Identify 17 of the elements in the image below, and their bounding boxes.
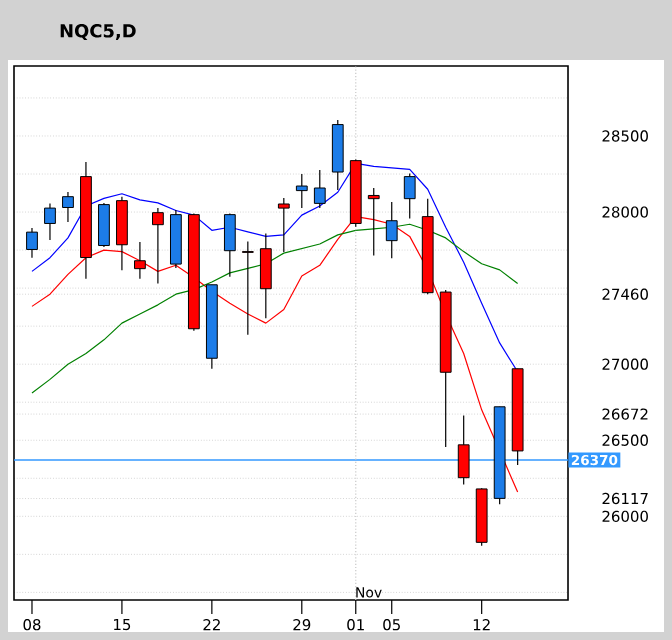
candlestick: [331, 119, 344, 191]
candlestick: [295, 173, 308, 209]
chart-title: NQC5,D: [60, 24, 136, 40]
candlestick: [313, 169, 326, 209]
candlestick: [403, 172, 416, 220]
line-series: [31, 162, 519, 373]
candlestick: [457, 415, 470, 485]
candlestick: [62, 191, 74, 223]
candlestick: [26, 227, 38, 259]
candlestick: [44, 202, 56, 241]
candlestick: [98, 202, 110, 248]
candlestick: [277, 197, 290, 253]
candlestick: [223, 212, 236, 278]
candlestick: [259, 232, 272, 319]
candlestick: [385, 201, 398, 259]
candlestick: [134, 241, 146, 280]
candlestick: [241, 240, 254, 336]
